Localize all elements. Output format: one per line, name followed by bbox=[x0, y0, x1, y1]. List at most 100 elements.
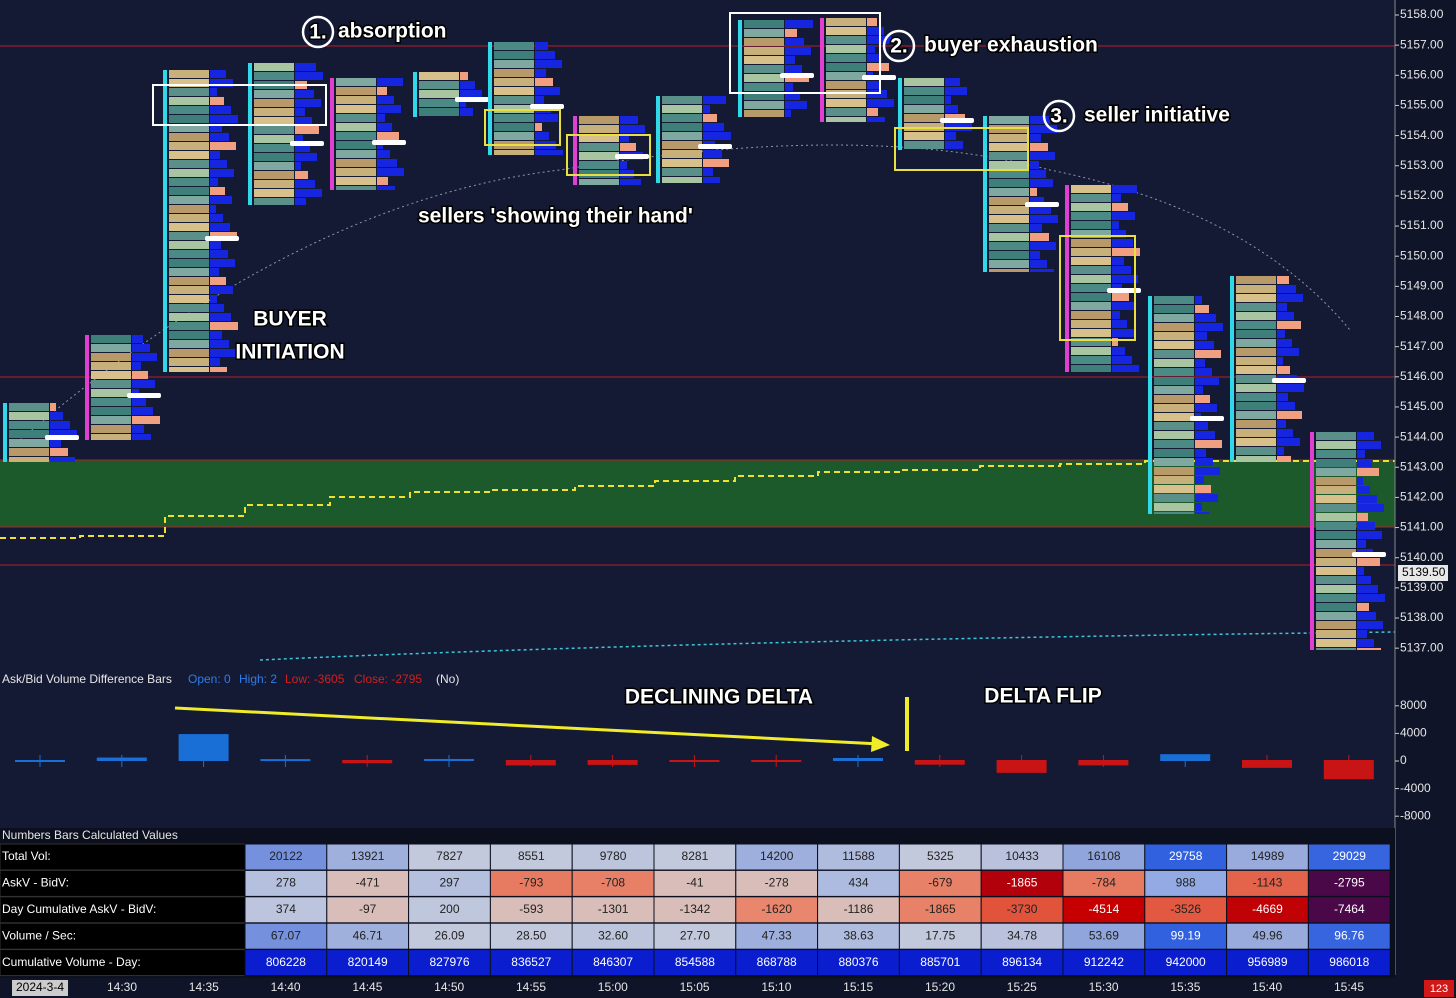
volume-profile-bar bbox=[703, 132, 731, 140]
volume-profile-bar bbox=[945, 78, 960, 86]
volume-profile-bar bbox=[535, 87, 560, 95]
footprint-cell bbox=[1316, 486, 1356, 494]
volume-profile-bar bbox=[1195, 359, 1205, 367]
footprint-cell bbox=[254, 189, 294, 197]
volume-profile-bar bbox=[210, 223, 230, 231]
current-price-box bbox=[1398, 565, 1448, 581]
volume-profile-bar bbox=[460, 108, 473, 116]
footprint-cell bbox=[169, 196, 209, 204]
price-label: 5154.00 bbox=[1400, 128, 1444, 142]
candle-wick bbox=[983, 116, 987, 272]
footprint-cell bbox=[826, 108, 866, 116]
table-cell bbox=[1062, 896, 1146, 924]
volume-profile-bar bbox=[703, 123, 724, 131]
highlight-box bbox=[1059, 235, 1136, 341]
volume-profile-bar bbox=[867, 99, 894, 107]
footprint-cell bbox=[1316, 585, 1356, 593]
cell-value: 34.78 bbox=[1007, 928, 1037, 942]
cell-value: -1865 bbox=[1007, 876, 1038, 890]
volume-profile-bar bbox=[620, 116, 638, 124]
volume-profile-bar bbox=[1277, 312, 1294, 320]
volume-profile-bar bbox=[703, 105, 710, 113]
volume-profile-bar bbox=[703, 168, 713, 176]
footprint-cell bbox=[169, 97, 209, 105]
volume-profile-bar bbox=[132, 407, 153, 415]
footprint-cell bbox=[989, 179, 1029, 187]
footprint-cell bbox=[904, 141, 944, 149]
candle-wick bbox=[85, 335, 89, 440]
delta-bar bbox=[424, 758, 474, 761]
volume-profile-bar bbox=[867, 45, 875, 53]
volume-profile-bar bbox=[1357, 594, 1385, 602]
footprint-cell bbox=[989, 260, 1029, 268]
footprint-cell bbox=[904, 96, 944, 104]
footprint-cell bbox=[336, 186, 376, 190]
volume-profile-bar bbox=[785, 47, 811, 55]
volume-profile-bar bbox=[210, 187, 225, 195]
volume-profile-bar bbox=[1030, 269, 1054, 272]
volume-profile-bar bbox=[785, 38, 804, 46]
price-label: 5137.00 bbox=[1400, 640, 1444, 654]
price-label: 5156.00 bbox=[1400, 67, 1444, 81]
highlight-box bbox=[566, 134, 651, 176]
footprint-cell bbox=[1316, 630, 1356, 638]
footprint-cell bbox=[91, 353, 131, 361]
price-label: 5145.00 bbox=[1400, 399, 1444, 413]
footprint-candle bbox=[1148, 296, 1224, 514]
volume-profile-bar bbox=[210, 142, 236, 150]
volume-profile-bar bbox=[1357, 612, 1376, 620]
footprint-cell bbox=[826, 54, 866, 62]
date-label: 2024-3-4 bbox=[16, 980, 64, 994]
footprint-cell bbox=[1071, 230, 1111, 238]
footprint-cell bbox=[254, 126, 294, 134]
footprint-cell bbox=[989, 215, 1029, 223]
footprint-cell bbox=[1316, 459, 1356, 467]
footprint-cell bbox=[1316, 450, 1356, 458]
footprint-cell bbox=[1071, 185, 1111, 193]
price-label: 5150.00 bbox=[1400, 248, 1444, 262]
volume-profile-bar bbox=[1112, 338, 1118, 346]
price-label: 5147.00 bbox=[1400, 339, 1444, 353]
cell-value: -1620 bbox=[761, 902, 792, 916]
cell-value: 14200 bbox=[760, 849, 794, 863]
footprint-cell bbox=[1316, 477, 1356, 485]
volume-profile-bar bbox=[295, 135, 303, 143]
footprint-cell bbox=[1236, 321, 1276, 329]
volume-profile-bar bbox=[535, 132, 549, 140]
volume-profile-bar bbox=[132, 380, 155, 388]
footprint-cell bbox=[1316, 648, 1356, 650]
volume-profile-bar bbox=[785, 92, 800, 100]
mode-stat: (No) bbox=[436, 672, 459, 686]
volume-profile-bar bbox=[377, 132, 399, 140]
cell-value: 885701 bbox=[920, 955, 960, 969]
footprint-cell bbox=[169, 79, 209, 87]
footprint-cell bbox=[1071, 365, 1111, 372]
footprint-cell bbox=[1154, 323, 1194, 331]
footprint-cell bbox=[1071, 338, 1111, 346]
cell-value: 96.76 bbox=[1334, 928, 1364, 942]
volume-profile-bar bbox=[535, 114, 558, 122]
footprint-cell bbox=[579, 134, 619, 142]
price-label: 5155.00 bbox=[1400, 98, 1444, 112]
footprint-candle bbox=[3, 403, 79, 462]
annotation-circle bbox=[1042, 99, 1076, 133]
time-label: 15:40 bbox=[1252, 980, 1282, 994]
volume-profile-bar bbox=[295, 108, 305, 116]
footprint-cell bbox=[254, 162, 294, 170]
volume-profile-bar bbox=[1277, 402, 1295, 410]
volume-profile-bar bbox=[295, 180, 315, 188]
volume-profile-bar bbox=[1357, 567, 1364, 575]
footprint-cell bbox=[1154, 332, 1194, 340]
highlight-box bbox=[484, 109, 561, 146]
footprint-cell bbox=[1316, 531, 1356, 539]
footprint-cell bbox=[494, 132, 534, 140]
table-cell bbox=[1226, 869, 1309, 897]
volume-profile-bar bbox=[210, 295, 217, 303]
time-label: 14:50 bbox=[434, 980, 464, 994]
delta-bar bbox=[833, 758, 883, 761]
volume-profile-bar bbox=[1195, 368, 1212, 376]
volume-profile-bar bbox=[295, 117, 312, 125]
volume-profile-bar bbox=[1195, 503, 1202, 511]
table-cell bbox=[244, 843, 328, 871]
